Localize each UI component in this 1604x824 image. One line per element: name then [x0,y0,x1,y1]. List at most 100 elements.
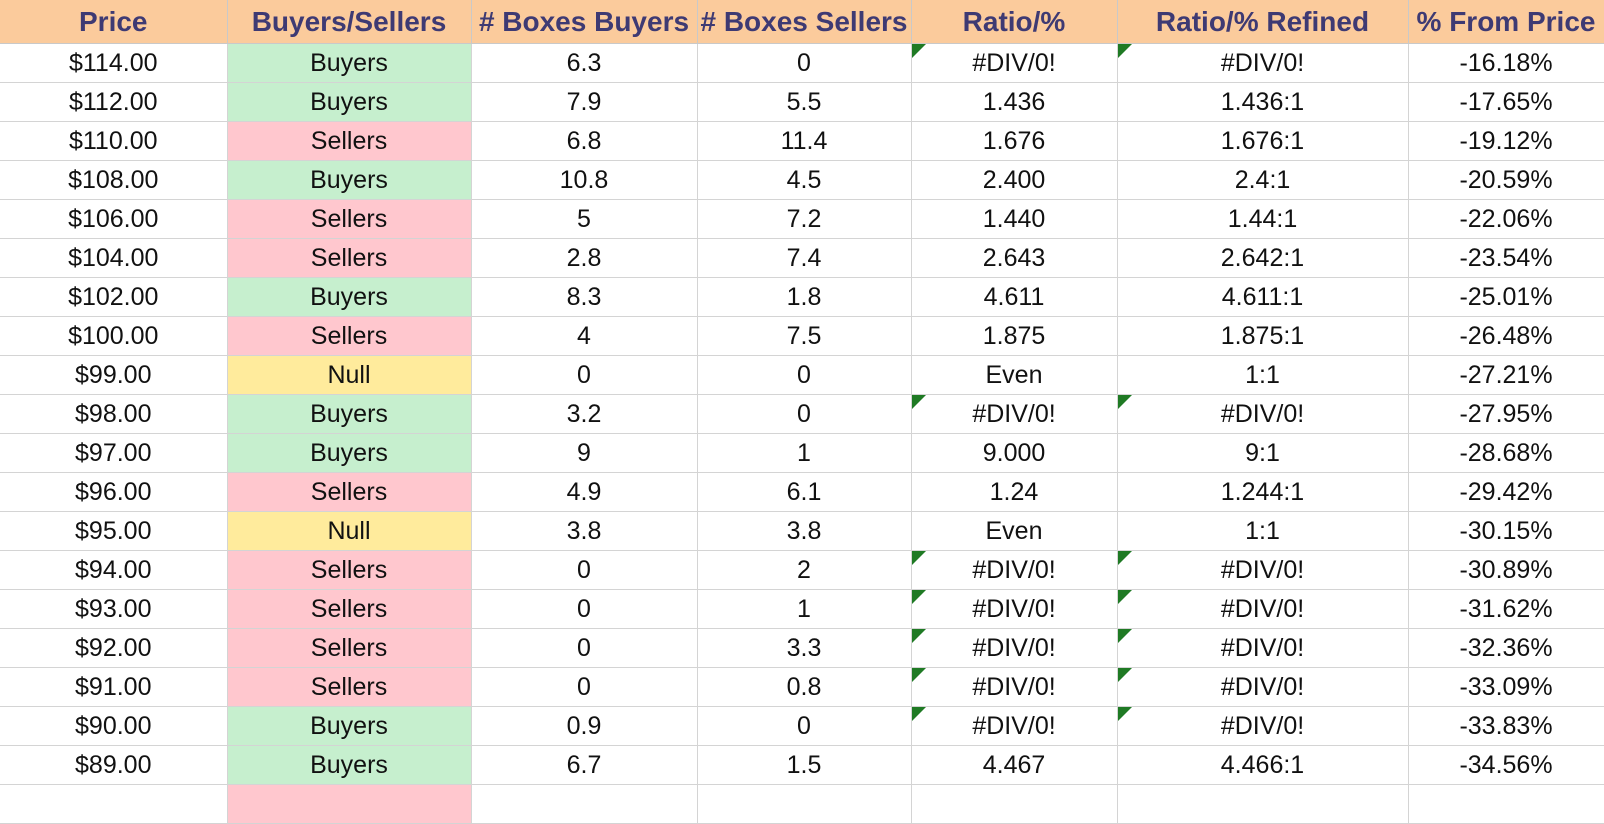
boxes-buyers-cell[interactable]: 4 [471,316,698,356]
boxes-buyers-cell[interactable]: 10.8 [471,160,698,200]
from-price-cell[interactable]: -34.56% [1408,745,1604,785]
ratio-cell[interactable]: 9.000 [911,433,1118,473]
ratio-refined-cell[interactable]: 4.466:1 [1117,745,1409,785]
boxes-buyers-cell[interactable]: 6.3 [471,43,698,83]
from-price-cell[interactable]: -19.12% [1408,121,1604,161]
price-cell[interactable]: $114.00 [0,43,228,83]
price-cell[interactable]: $112.00 [0,82,228,122]
side-cell[interactable]: Sellers [227,628,472,668]
price-cell[interactable]: $110.00 [0,121,228,161]
ratio-refined-cell[interactable]: 1.44:1 [1117,199,1409,239]
ratio-cell[interactable]: 2.400 [911,160,1118,200]
price-cell[interactable]: $90.00 [0,706,228,746]
price-cell[interactable]: $96.00 [0,472,228,512]
from-price-cell[interactable]: -25.01% [1408,277,1604,317]
boxes-sellers-cell[interactable]: 2 [697,550,912,590]
column-header-boxes-sellers[interactable]: # Boxes Sellers [697,0,912,44]
boxes-sellers-cell[interactable]: 7.2 [697,199,912,239]
side-cell[interactable]: Sellers [227,472,472,512]
ratio-cell[interactable]: #DIV/0! [911,550,1118,590]
ratio-cell[interactable]: #DIV/0! [911,394,1118,434]
ratio-cell[interactable]: #DIV/0! [911,706,1118,746]
from-price-cell[interactable]: -32.36% [1408,628,1604,668]
ratio-refined-cell[interactable]: 9:1 [1117,433,1409,473]
column-header-from-price[interactable]: % From Price [1408,0,1604,44]
ratio-refined-cell[interactable]: #DIV/0! [1117,706,1409,746]
side-cell[interactable]: Sellers [227,316,472,356]
price-cell[interactable]: $91.00 [0,667,228,707]
from-price-cell[interactable]: -30.89% [1408,550,1604,590]
ratio-cell[interactable]: Even [911,511,1118,551]
boxes-sellers-cell[interactable]: 3.8 [697,511,912,551]
ratio-refined-cell[interactable]: 2.4:1 [1117,160,1409,200]
from-price-cell[interactable]: -23.54% [1408,238,1604,278]
boxes-sellers-cell[interactable]: 0 [697,706,912,746]
from-price-cell[interactable]: -30.15% [1408,511,1604,551]
boxes-buyers-cell[interactable]: 4.9 [471,472,698,512]
side-cell[interactable]: Sellers [227,550,472,590]
ratio-cell[interactable]: 1.875 [911,316,1118,356]
boxes-sellers-cell[interactable]: 11.4 [697,121,912,161]
ratio-refined-cell[interactable]: #DIV/0! [1117,667,1409,707]
boxes-buyers-cell[interactable]: 6.8 [471,121,698,161]
from-price-cell[interactable]: -27.95% [1408,394,1604,434]
column-header-buyers-sellers[interactable]: Buyers/Sellers [227,0,472,44]
ratio-cell[interactable]: 1.436 [911,82,1118,122]
price-cell[interactable]: $97.00 [0,433,228,473]
boxes-sellers-cell[interactable]: 0 [697,355,912,395]
ratio-cell[interactable]: 1.24 [911,472,1118,512]
side-cell[interactable]: Buyers [227,160,472,200]
from-price-cell[interactable]: -27.21% [1408,355,1604,395]
ratio-cell[interactable]: 1.676 [911,121,1118,161]
boxes-sellers-cell[interactable]: 3.3 [697,628,912,668]
boxes-sellers-cell[interactable]: 7.5 [697,316,912,356]
column-header-price[interactable]: Price [0,0,228,44]
from-price-cell[interactable]: -20.59% [1408,160,1604,200]
boxes-sellers-cell[interactable]: 7.4 [697,238,912,278]
boxes-buyers-cell[interactable]: 9 [471,433,698,473]
boxes-sellers-cell[interactable]: 0 [697,43,912,83]
ratio-cell[interactable]: 1.440 [911,199,1118,239]
price-cell[interactable]: $104.00 [0,238,228,278]
boxes-buyers-cell[interactable]: 2.8 [471,238,698,278]
side-cell[interactable]: Null [227,355,472,395]
ratio-cell[interactable]: #DIV/0! [911,589,1118,629]
ratio-refined-cell[interactable]: #DIV/0! [1117,589,1409,629]
side-cell[interactable]: Buyers [227,433,472,473]
ratio-refined-cell[interactable]: #DIV/0! [1117,43,1409,83]
from-price-cell[interactable]: -26.48% [1408,316,1604,356]
boxes-sellers-cell[interactable]: 1.8 [697,277,912,317]
column-header-ratio[interactable]: Ratio/% [911,0,1118,44]
boxes-sellers-cell[interactable]: 5.5 [697,82,912,122]
price-cell[interactable]: $89.00 [0,745,228,785]
boxes-buyers-cell[interactable]: 0 [471,355,698,395]
side-cell[interactable]: Buyers [227,82,472,122]
side-cell[interactable]: Sellers [227,199,472,239]
boxes-buyers-cell[interactable]: 0 [471,667,698,707]
price-cell[interactable]: $108.00 [0,160,228,200]
from-price-cell[interactable]: -22.06% [1408,199,1604,239]
boxes-sellers-cell[interactable]: 6.1 [697,472,912,512]
boxes-sellers-cell[interactable]: 0 [697,394,912,434]
boxes-sellers-cell[interactable]: 0.8 [697,667,912,707]
from-price-cell[interactable]: -16.18% [1408,43,1604,83]
ratio-cell[interactable]: Even [911,355,1118,395]
from-price-cell[interactable]: -33.09% [1408,667,1604,707]
ratio-cell[interactable]: 4.611 [911,277,1118,317]
price-cell[interactable]: $92.00 [0,628,228,668]
ratio-refined-cell[interactable]: 1.244:1 [1117,472,1409,512]
price-cell[interactable]: $95.00 [0,511,228,551]
ratio-cell[interactable]: 4.467 [911,745,1118,785]
boxes-buyers-cell[interactable]: 3.8 [471,511,698,551]
ratio-cell[interactable]: #DIV/0! [911,667,1118,707]
column-header-ratio-refined[interactable]: Ratio/% Refined [1117,0,1409,44]
side-cell[interactable]: Sellers [227,121,472,161]
from-price-cell[interactable]: -31.62% [1408,589,1604,629]
from-price-cell[interactable]: -33.83% [1408,706,1604,746]
boxes-buyers-cell[interactable]: 0.9 [471,706,698,746]
side-cell[interactable]: Sellers [227,589,472,629]
boxes-sellers-cell[interactable]: 4.5 [697,160,912,200]
side-cell[interactable]: Buyers [227,277,472,317]
from-price-cell[interactable]: -29.42% [1408,472,1604,512]
ratio-refined-cell[interactable]: 2.642:1 [1117,238,1409,278]
